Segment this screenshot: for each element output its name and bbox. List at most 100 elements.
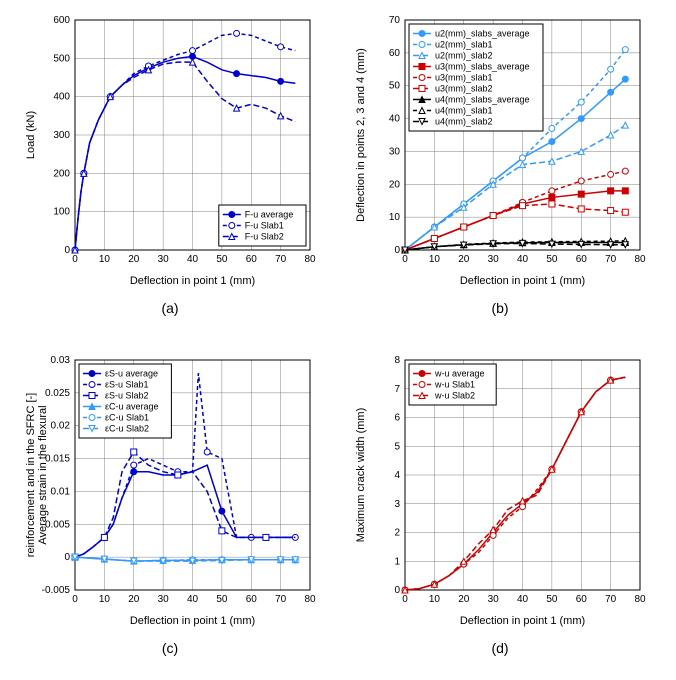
svg-text:70: 70 bbox=[275, 594, 287, 605]
svg-text:300: 300 bbox=[53, 130, 70, 141]
svg-text:50: 50 bbox=[216, 594, 228, 605]
svg-text:Average strain in the flexural: Average strain in the flexural bbox=[37, 405, 49, 544]
svg-text:40: 40 bbox=[187, 254, 199, 265]
panel-a: 010203040506070800100200300400500600Defl… bbox=[20, 10, 320, 290]
svg-text:4: 4 bbox=[394, 470, 400, 481]
svg-text:0: 0 bbox=[72, 254, 78, 265]
svg-text:F-u Slab2: F-u Slab2 bbox=[245, 232, 284, 242]
svg-text:60: 60 bbox=[576, 594, 588, 605]
svg-text:40: 40 bbox=[187, 594, 199, 605]
svg-text:3: 3 bbox=[394, 499, 400, 510]
svg-text:Maximum crack width (mm): Maximum crack width (mm) bbox=[355, 408, 367, 542]
svg-text:0: 0 bbox=[402, 254, 408, 265]
svg-text:0.03: 0.03 bbox=[51, 355, 71, 366]
svg-text:10: 10 bbox=[389, 212, 401, 223]
svg-text:5: 5 bbox=[394, 441, 400, 452]
svg-text:F-u Slab1: F-u Slab1 bbox=[245, 221, 284, 231]
svg-text:u4(mm)_slab2: u4(mm)_slab2 bbox=[435, 117, 493, 127]
svg-text:100: 100 bbox=[53, 207, 70, 218]
svg-text:10: 10 bbox=[429, 254, 441, 265]
svg-text:0: 0 bbox=[394, 585, 400, 596]
svg-text:u4(mm)_slab1: u4(mm)_slab1 bbox=[435, 106, 493, 116]
svg-text:u2(mm)_slab2: u2(mm)_slab2 bbox=[435, 51, 493, 61]
svg-text:u4(mm)_slabs_average: u4(mm)_slabs_average bbox=[435, 95, 530, 105]
caption-b: (b) bbox=[350, 300, 650, 316]
svg-text:εC-u average: εC-u average bbox=[105, 402, 159, 412]
svg-text:40: 40 bbox=[389, 114, 401, 125]
svg-text:Deflection in point 1 (mm): Deflection in point 1 (mm) bbox=[130, 615, 255, 627]
chart-svg: 01020304050607080012345678Deflection in … bbox=[350, 350, 650, 630]
svg-text:60: 60 bbox=[576, 254, 588, 265]
panel-c: 01020304050607080-0.00500.0050.010.0150.… bbox=[20, 350, 320, 630]
svg-text:60: 60 bbox=[389, 48, 401, 59]
svg-text:u3(mm)_slabs_average: u3(mm)_slabs_average bbox=[435, 62, 530, 72]
caption-c: (c) bbox=[20, 640, 320, 656]
svg-text:εS-u Slab1: εS-u Slab1 bbox=[105, 380, 149, 390]
svg-text:70: 70 bbox=[389, 15, 401, 26]
svg-text:2: 2 bbox=[394, 528, 400, 539]
svg-text:0.02: 0.02 bbox=[51, 421, 71, 432]
panel-b: 0 10 20 30 40 50 60 70 80 0 10 20 30 40 50 60 70 Deflecti… bbox=[350, 10, 650, 290]
svg-text:w-u average: w-u average bbox=[434, 369, 485, 379]
svg-text:70: 70 bbox=[605, 254, 617, 265]
svg-text:80: 80 bbox=[304, 254, 316, 265]
svg-text:30: 30 bbox=[158, 254, 170, 265]
svg-text:400: 400 bbox=[53, 92, 70, 103]
svg-text:60: 60 bbox=[246, 594, 258, 605]
page: 010203040506070800100200300400500600Defl… bbox=[0, 0, 676, 680]
caption-a: (a) bbox=[20, 300, 320, 316]
svg-text:w-u Slab2: w-u Slab2 bbox=[434, 391, 475, 401]
svg-text:Deflection in point 1 (mm): Deflection in point 1 (mm) bbox=[460, 275, 585, 287]
svg-text:80: 80 bbox=[634, 254, 646, 265]
svg-text:70: 70 bbox=[275, 254, 287, 265]
svg-text:30: 30 bbox=[488, 594, 500, 605]
svg-text:0: 0 bbox=[64, 552, 70, 563]
svg-text:0: 0 bbox=[402, 594, 408, 605]
svg-text:80: 80 bbox=[304, 594, 316, 605]
svg-text:20: 20 bbox=[128, 594, 140, 605]
svg-text:20: 20 bbox=[389, 179, 401, 190]
svg-text:0: 0 bbox=[394, 245, 400, 256]
svg-text:Deflection in point 1 (mm): Deflection in point 1 (mm) bbox=[460, 615, 585, 627]
svg-text:u3(mm)_slab2: u3(mm)_slab2 bbox=[435, 84, 493, 94]
svg-text:0: 0 bbox=[72, 594, 78, 605]
svg-text:30: 30 bbox=[389, 146, 401, 157]
svg-text:50: 50 bbox=[389, 81, 401, 92]
svg-text:u2(mm)_slabs_average: u2(mm)_slabs_average bbox=[435, 29, 530, 39]
svg-text:60: 60 bbox=[246, 254, 258, 265]
svg-text:20: 20 bbox=[458, 594, 470, 605]
chart-svg: 01020304050607080-0.00500.0050.010.0150.… bbox=[20, 350, 320, 630]
svg-text:reinforcement and in the SFRC: reinforcement and in the SFRC [-] bbox=[25, 393, 37, 557]
svg-text:70: 70 bbox=[605, 594, 617, 605]
svg-text:10: 10 bbox=[99, 594, 111, 605]
svg-text:50: 50 bbox=[546, 254, 558, 265]
chart-svg: 0 10 20 30 40 50 60 70 80 0 10 20 30 40 50 60 70 Deflecti… bbox=[350, 10, 650, 290]
svg-text:6: 6 bbox=[394, 413, 400, 424]
chart-svg: 010203040506070800100200300400500600Defl… bbox=[20, 10, 320, 290]
svg-text:30: 30 bbox=[488, 254, 500, 265]
svg-text:εS-u Slab2: εS-u Slab2 bbox=[105, 391, 149, 401]
svg-text:50: 50 bbox=[546, 594, 558, 605]
svg-text:40: 40 bbox=[517, 594, 529, 605]
svg-text:50: 50 bbox=[216, 254, 228, 265]
svg-text:-0.005: -0.005 bbox=[42, 585, 71, 596]
svg-text:30: 30 bbox=[158, 594, 170, 605]
svg-text:0.025: 0.025 bbox=[45, 388, 70, 399]
svg-text:80: 80 bbox=[634, 594, 646, 605]
svg-text:εC-u Slab2: εC-u Slab2 bbox=[105, 424, 149, 434]
svg-text:Deflection in point 1 (mm): Deflection in point 1 (mm) bbox=[130, 275, 255, 287]
svg-text:20: 20 bbox=[458, 254, 470, 265]
svg-text:εS-u average: εS-u average bbox=[105, 369, 158, 379]
svg-text:0: 0 bbox=[64, 245, 70, 256]
svg-text:20: 20 bbox=[128, 254, 140, 265]
svg-text:u3(mm)_slab1: u3(mm)_slab1 bbox=[435, 73, 493, 83]
svg-text:40: 40 bbox=[517, 254, 529, 265]
svg-text:u2(mm)_slab1: u2(mm)_slab1 bbox=[435, 40, 493, 50]
svg-text:Deflection in points 2, 3 and: Deflection in points 2, 3 and 4 (mm) bbox=[355, 48, 367, 222]
panel-d: 01020304050607080012345678Deflection in … bbox=[350, 350, 650, 630]
svg-text:7: 7 bbox=[394, 384, 400, 395]
caption-d: (d) bbox=[350, 640, 650, 656]
svg-text:F-u average: F-u average bbox=[245, 210, 294, 220]
svg-text:8: 8 bbox=[394, 355, 400, 366]
svg-text:10: 10 bbox=[429, 594, 441, 605]
